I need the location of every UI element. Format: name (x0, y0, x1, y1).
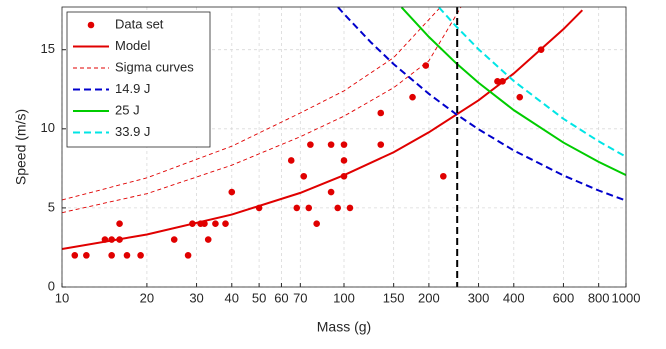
data-point (123, 252, 131, 259)
data-point (334, 204, 342, 212)
data-point (287, 157, 295, 164)
data-point (422, 62, 430, 69)
y-tick-label: 0 (48, 278, 55, 293)
data-point (313, 220, 320, 228)
data-point (307, 141, 314, 148)
legend-marker (87, 21, 95, 29)
data-point (440, 172, 447, 180)
x-tick-label: 150 (383, 290, 405, 305)
curve (62, 9, 584, 251)
x-tick-label: 40 (225, 290, 239, 305)
data-point (83, 252, 90, 259)
data-point (494, 78, 501, 85)
data-point (170, 236, 178, 243)
data-point (212, 220, 219, 228)
data-point (340, 157, 348, 164)
x-tick-label: 10 (55, 290, 69, 305)
x-tick-label: 60 (274, 290, 288, 305)
y-axis-label: Speed (m/s) (13, 109, 29, 185)
legend-label: 14.9 J (115, 81, 150, 96)
data-point (222, 220, 229, 228)
data-point (327, 188, 335, 196)
x-tick-label: 20 (140, 290, 154, 305)
data-point (108, 252, 115, 259)
data-point (340, 141, 348, 148)
legend-label: 25 J (115, 102, 140, 117)
data-point (116, 220, 123, 228)
data-point (305, 204, 313, 212)
y-tick-label: 15 (41, 41, 55, 56)
data-point (71, 252, 79, 259)
curve (400, 7, 626, 177)
data-point (377, 109, 385, 117)
legend-label: 33.9 J (115, 124, 150, 139)
data-point (327, 141, 335, 148)
curve (62, 7, 441, 201)
data-point (184, 252, 192, 259)
curve (337, 7, 626, 202)
data-point (204, 236, 212, 243)
x-tick-label: 1000 (612, 290, 641, 305)
curve (62, 7, 462, 214)
x-axis-label: Mass (g) (317, 319, 371, 335)
x-tick-label: 100 (333, 290, 355, 305)
legend-label: Data set (115, 16, 164, 31)
x-tick-label: 50 (252, 290, 266, 305)
data-point (137, 252, 144, 259)
data-point (293, 204, 301, 212)
x-tick-label: 400 (503, 290, 525, 305)
data-point (516, 93, 524, 101)
legend-box (66, 11, 211, 148)
data-point (228, 188, 236, 196)
plot-layer (62, 7, 626, 287)
x-tick-label: 600 (553, 290, 575, 305)
y-tick-label: 5 (48, 199, 55, 214)
data-point (409, 93, 416, 101)
x-tick-label: 800 (588, 290, 610, 305)
y-tick-label: 10 (41, 120, 55, 135)
data-point (346, 204, 354, 212)
data-point (377, 141, 385, 148)
legend-label: Sigma curves (115, 59, 194, 74)
x-tick-label: 300 (468, 290, 490, 305)
legend-label: Model (115, 38, 151, 53)
curve (438, 7, 626, 158)
x-tick-label: 70 (293, 290, 307, 305)
data-point (300, 172, 308, 180)
x-tick-label: 30 (189, 290, 203, 305)
axes-box (61, 6, 627, 288)
x-tick-label: 200 (418, 290, 440, 305)
